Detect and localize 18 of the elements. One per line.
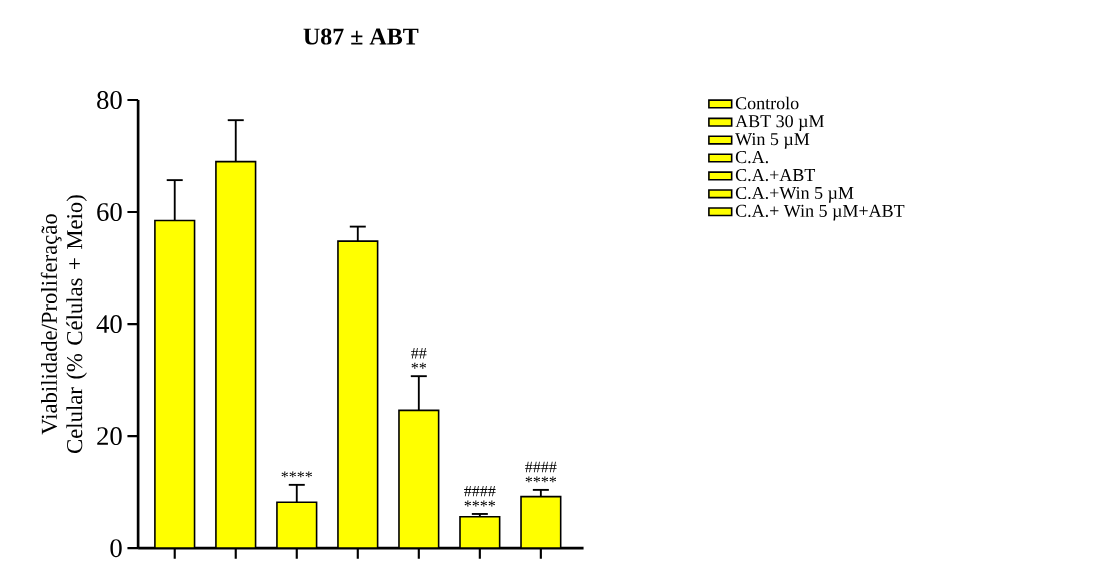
data-label: #### **** bbox=[464, 485, 496, 507]
y-axis-title: Viabilidade/Proliferação Celular (% Células + Meio) bbox=[40, 195, 87, 453]
y-tick-label: 80 bbox=[97, 91, 122, 110]
legend-label: C.A.+Win 5 µM bbox=[735, 186, 854, 203]
y-tick-label: 0 bbox=[110, 539, 122, 558]
legend-label: C.A. bbox=[735, 151, 768, 164]
data-label: **** bbox=[281, 471, 313, 478]
legend-label: Win 5 µM bbox=[735, 133, 810, 149]
y-tick-label: 40 bbox=[96, 315, 122, 334]
legend-label: Controlo bbox=[735, 96, 799, 110]
y-tick-label: 60 bbox=[97, 203, 122, 222]
legend-label: C.A.+ Win 5 µM+ABT bbox=[735, 204, 905, 221]
y-tick-label: 20 bbox=[97, 427, 122, 446]
legend-label: C.A.+ABT bbox=[735, 168, 816, 182]
data-label: ## ** bbox=[411, 348, 427, 369]
data-label: #### **** bbox=[525, 461, 557, 483]
chart-title: U87 ± ABT bbox=[303, 28, 419, 45]
legend-label: ABT 30 µM bbox=[735, 115, 824, 131]
